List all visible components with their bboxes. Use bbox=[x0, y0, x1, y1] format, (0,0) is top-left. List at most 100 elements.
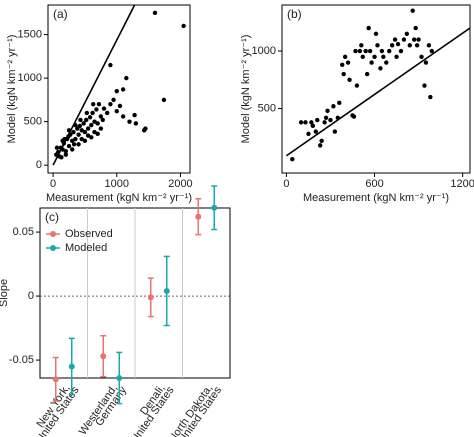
point bbox=[310, 123, 316, 129]
point bbox=[195, 213, 202, 220]
legend-dot bbox=[50, 231, 56, 237]
point bbox=[363, 48, 368, 54]
x-tick-label: 0 bbox=[283, 178, 289, 190]
point bbox=[373, 31, 379, 36]
point bbox=[66, 128, 72, 133]
point bbox=[91, 102, 96, 107]
panel-label: (a) bbox=[53, 7, 68, 21]
point bbox=[413, 25, 418, 31]
point bbox=[322, 120, 327, 125]
y-tick-label: 0.05 bbox=[13, 226, 34, 238]
plot-frame bbox=[281, 4, 471, 174]
point bbox=[341, 71, 346, 77]
point bbox=[367, 48, 373, 54]
point bbox=[59, 155, 64, 160]
point bbox=[351, 114, 357, 119]
point bbox=[340, 62, 345, 68]
point bbox=[101, 106, 107, 111]
point bbox=[315, 117, 320, 123]
y-tick-label: 1000 bbox=[18, 72, 42, 84]
point bbox=[143, 126, 148, 131]
point bbox=[354, 83, 360, 88]
point bbox=[404, 31, 410, 36]
point bbox=[89, 135, 94, 140]
point bbox=[387, 48, 392, 54]
point bbox=[398, 48, 404, 54]
point bbox=[290, 156, 295, 162]
x-tick-label: 1000 bbox=[105, 178, 129, 190]
y-axis-label: Slope bbox=[0, 279, 10, 307]
point bbox=[89, 122, 94, 128]
point bbox=[211, 204, 218, 211]
point bbox=[372, 54, 377, 59]
point bbox=[66, 134, 71, 139]
point bbox=[364, 71, 370, 77]
point bbox=[411, 37, 417, 42]
point bbox=[73, 136, 78, 142]
point bbox=[394, 54, 399, 59]
point bbox=[71, 129, 76, 135]
point bbox=[303, 120, 308, 125]
point bbox=[428, 94, 433, 100]
point bbox=[366, 25, 371, 31]
point bbox=[335, 115, 341, 120]
point bbox=[76, 142, 81, 147]
point bbox=[98, 114, 104, 119]
point bbox=[87, 115, 93, 120]
point bbox=[410, 8, 415, 13]
point bbox=[111, 97, 116, 103]
point bbox=[384, 60, 389, 65]
point bbox=[359, 43, 364, 48]
point bbox=[96, 102, 102, 107]
point bbox=[345, 60, 351, 65]
point bbox=[317, 143, 323, 148]
legend-dot bbox=[50, 245, 56, 251]
x-tick-label: 1200 bbox=[450, 178, 474, 190]
point bbox=[337, 100, 342, 106]
reference-line bbox=[52, 5, 136, 166]
point bbox=[116, 375, 123, 381]
y-tick-label: 1000 bbox=[252, 45, 276, 57]
point bbox=[298, 120, 304, 125]
point bbox=[379, 48, 385, 54]
y-axis-label: Model (kgN km⁻² yr⁻¹) bbox=[6, 35, 18, 144]
panel-label: (c) bbox=[45, 210, 59, 224]
x-tick-label: 600 bbox=[365, 178, 383, 190]
point bbox=[120, 114, 126, 119]
point bbox=[414, 43, 420, 48]
point bbox=[375, 43, 380, 48]
legend-label: Modeled bbox=[65, 242, 107, 254]
point bbox=[90, 110, 95, 116]
point bbox=[331, 104, 336, 109]
point bbox=[332, 129, 338, 134]
point bbox=[395, 41, 401, 47]
point bbox=[84, 110, 90, 116]
y-tick-label: 500 bbox=[24, 116, 42, 128]
y-axis-label: Model (kgN km⁻² yr⁻¹) bbox=[240, 35, 252, 144]
point bbox=[161, 97, 167, 103]
point bbox=[120, 87, 126, 92]
point bbox=[117, 103, 123, 109]
point bbox=[181, 23, 186, 29]
point bbox=[325, 108, 330, 114]
point bbox=[319, 138, 324, 143]
point bbox=[360, 54, 365, 59]
point bbox=[66, 143, 72, 149]
point bbox=[309, 120, 314, 125]
y-tick-label: 1500 bbox=[18, 29, 42, 41]
point bbox=[127, 119, 132, 124]
point bbox=[69, 147, 75, 152]
point bbox=[85, 126, 91, 131]
point bbox=[392, 37, 398, 42]
point bbox=[63, 149, 69, 154]
point bbox=[401, 37, 407, 42]
point bbox=[100, 117, 105, 123]
reference-line bbox=[285, 27, 470, 157]
point bbox=[81, 121, 86, 126]
point bbox=[426, 43, 432, 48]
point bbox=[419, 54, 424, 59]
point bbox=[369, 60, 374, 65]
panel-label: (b) bbox=[287, 7, 302, 21]
point bbox=[82, 129, 88, 135]
